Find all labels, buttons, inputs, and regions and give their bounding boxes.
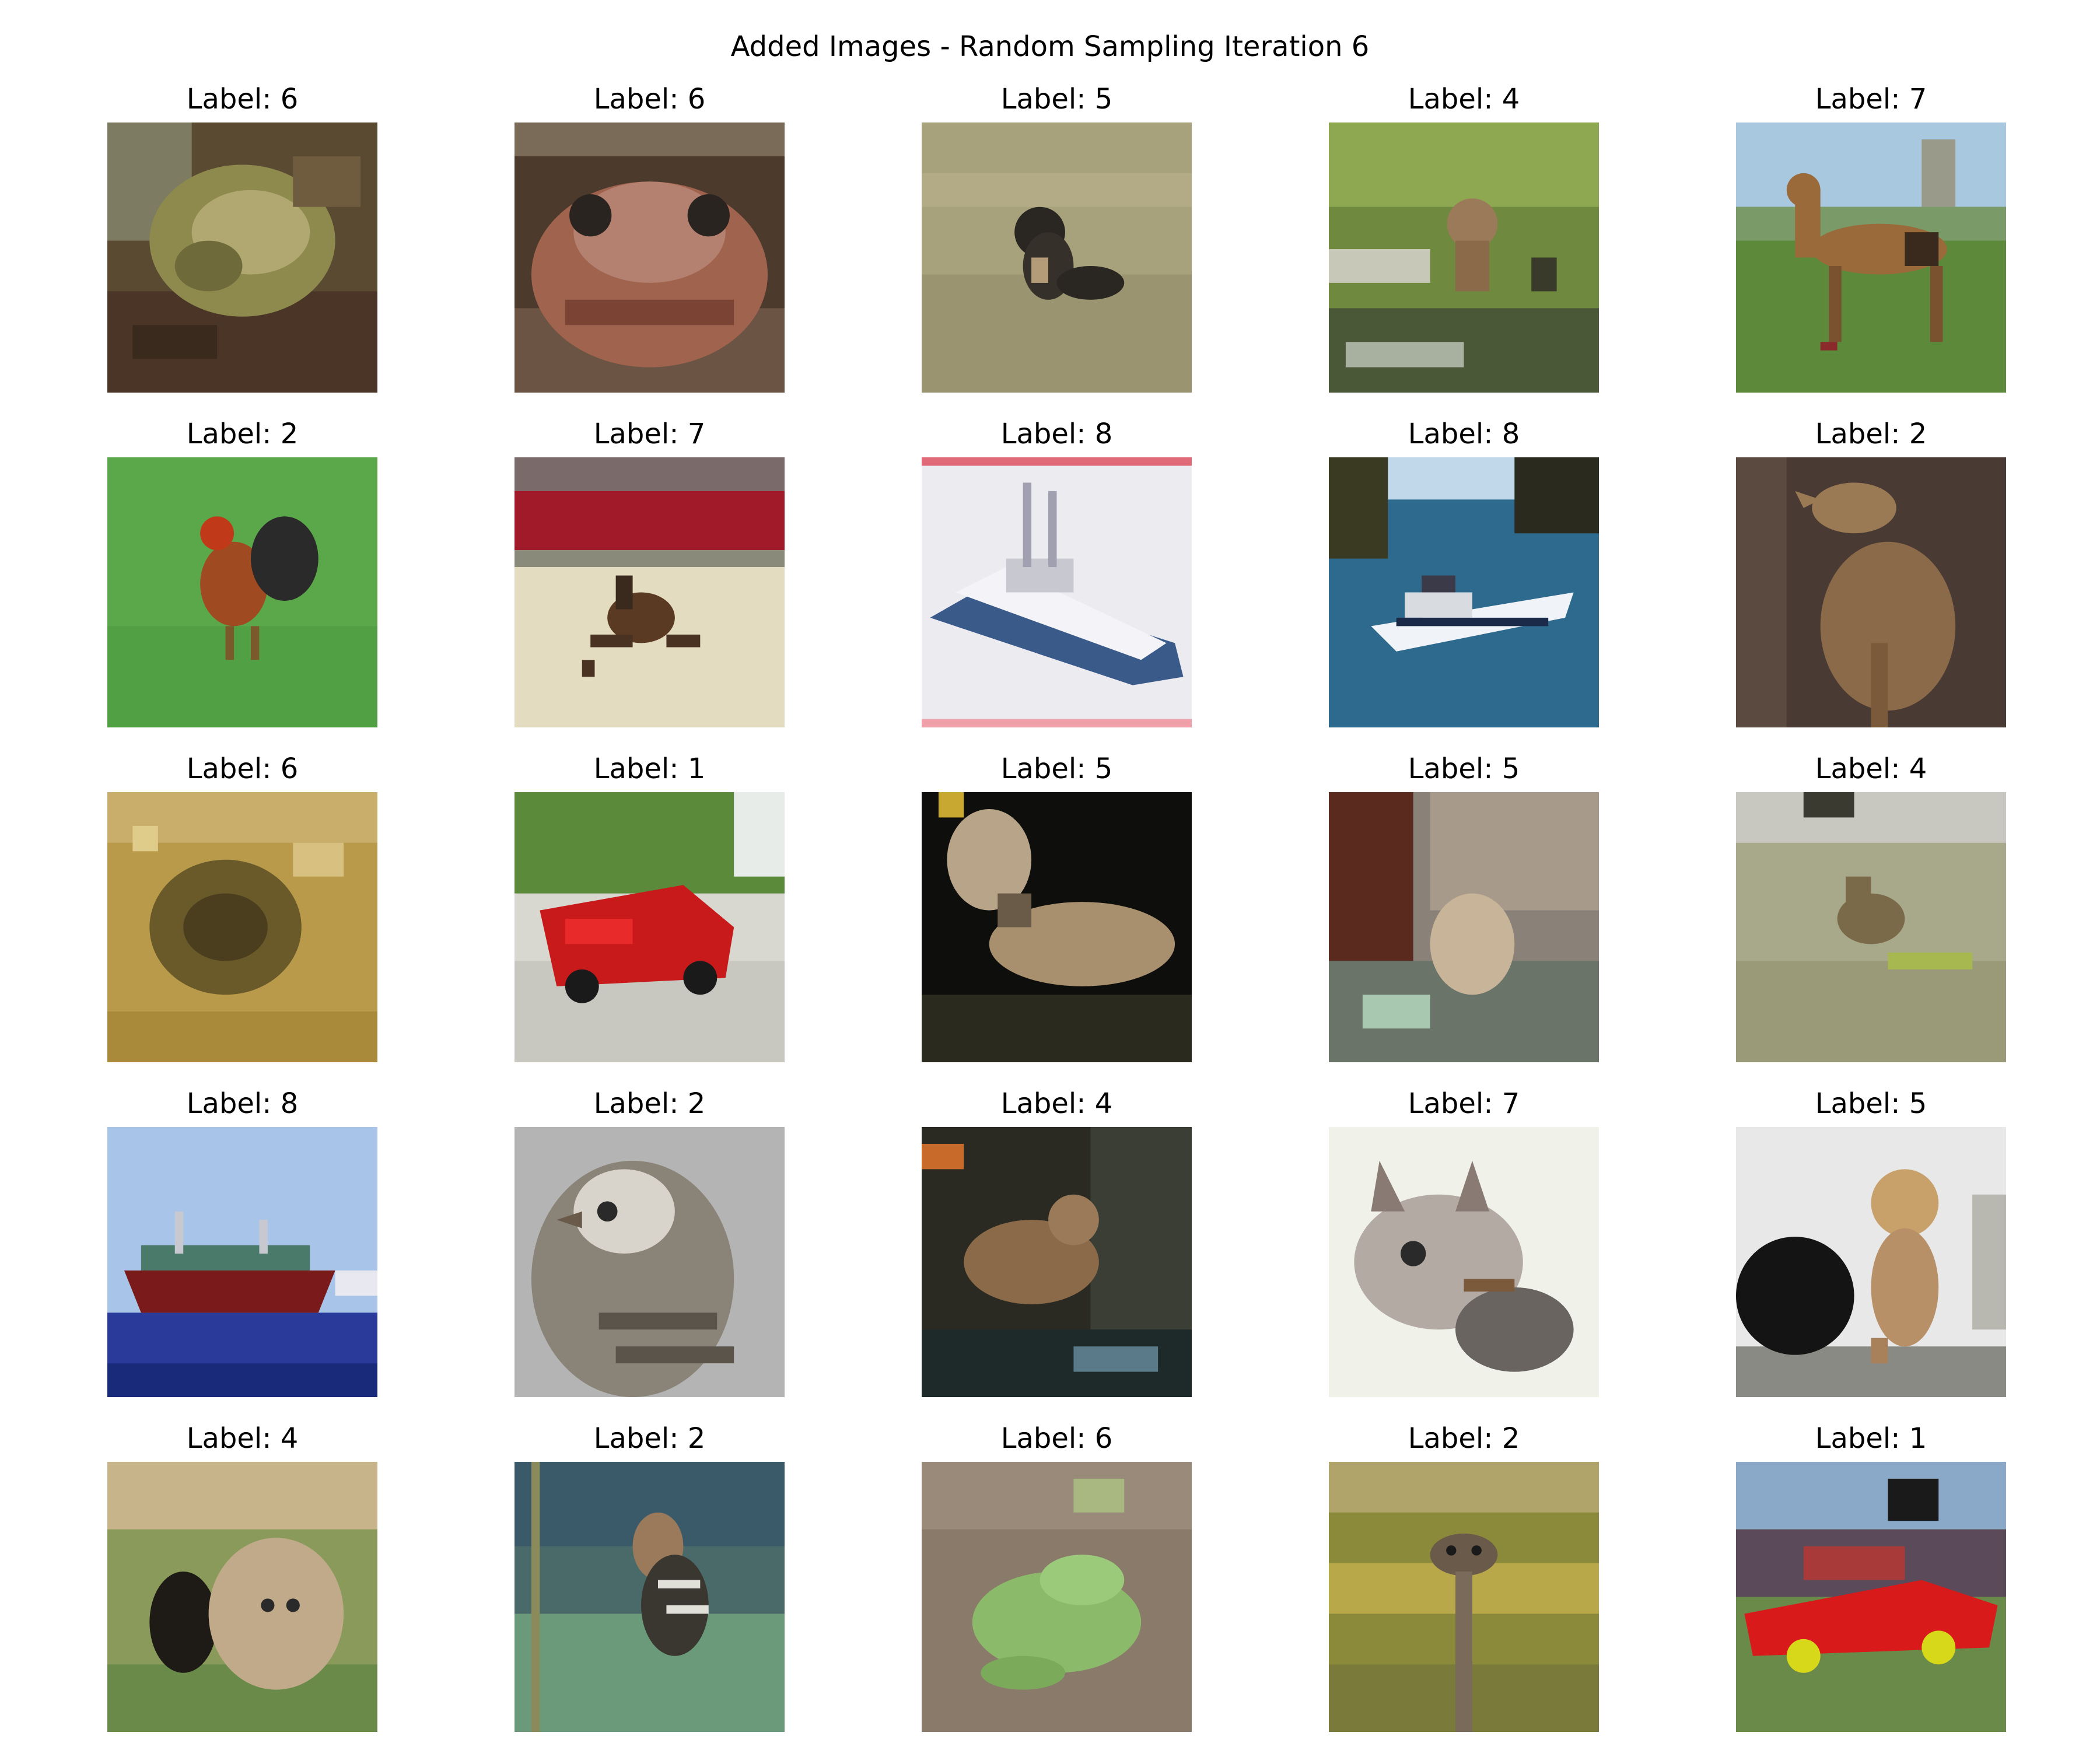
figure-title: Added Images - Random Sampling Iteration… [730,30,1370,63]
cell-label: Label: 4 [1815,752,1927,785]
deer-thumbnail [1329,123,1599,393]
grid-cell: Label: 4 [922,1086,1192,1407]
automobile-thumbnail [514,792,785,1062]
ship-thumbnail [922,457,1192,727]
grid-cell: Label: 4 [107,1421,377,1742]
grid-cell: Label: 7 [1736,82,2006,402]
bird-thumbnail [1329,1462,1599,1732]
grid-cell: Label: 6 [107,751,377,1072]
cell-label: Label: 5 [1408,752,1520,785]
grid-cell: Label: 7 [514,416,785,737]
bird-thumbnail [107,457,377,727]
bird-thumbnail [1736,457,2006,727]
dog-thumbnail [1736,1127,2006,1397]
frog-thumbnail [922,1462,1192,1732]
grid-cell: Label: 1 [514,751,785,1072]
grid-cell: Label: 8 [107,1086,377,1407]
cell-label: Label: 6 [593,83,706,116]
cell-label: Label: 2 [186,418,299,450]
cell-label: Label: 6 [186,752,299,785]
grid-cell: Label: 6 [514,82,785,402]
grid-cell: Label: 2 [107,416,377,737]
deer-thumbnail [1736,792,2006,1062]
deer-thumbnail [107,1462,377,1732]
frog-thumbnail [514,123,785,393]
cell-label: Label: 8 [186,1087,299,1120]
cell-label: Label: 2 [593,1087,706,1120]
ship-thumbnail [107,1127,377,1397]
bird-thumbnail [514,1127,785,1397]
horse-thumbnail [514,457,785,727]
frog-thumbnail [107,123,377,393]
cell-label: Label: 5 [1000,83,1113,116]
grid-cell: Label: 6 [922,1421,1192,1742]
cell-label: Label: 2 [1408,1422,1520,1455]
cell-label: Label: 4 [1408,83,1520,116]
cell-label: Label: 6 [186,83,299,116]
horse-thumbnail [1736,123,2006,393]
grid-cell: Label: 2 [514,1086,785,1407]
bird-thumbnail [514,1462,785,1732]
cell-label: Label: 5 [1000,752,1113,785]
grid-cell: Label: 8 [1329,416,1599,737]
horse-thumbnail [1329,1127,1599,1397]
cell-label: Label: 8 [1000,418,1113,450]
cell-label: Label: 2 [593,1422,706,1455]
dog-thumbnail [922,123,1192,393]
dog-thumbnail [1329,792,1599,1062]
automobile-thumbnail [1736,1462,2006,1732]
grid-cell: Label: 1 [1736,1421,2006,1742]
grid-cell: Label: 2 [1736,416,2006,737]
dog-thumbnail [922,792,1192,1062]
grid-cell: Label: 8 [922,416,1192,737]
grid-cell: Label: 2 [1329,1421,1599,1742]
cell-label: Label: 8 [1408,418,1520,450]
grid-cell: Label: 7 [1329,1086,1599,1407]
cell-label: Label: 6 [1000,1422,1113,1455]
grid-cell: Label: 4 [1736,751,2006,1072]
cell-label: Label: 1 [593,752,706,785]
grid-cell: Label: 5 [922,751,1192,1072]
cell-label: Label: 4 [1000,1087,1113,1120]
grid-cell: Label: 4 [1329,82,1599,402]
grid-cell: Label: 2 [514,1421,785,1742]
grid-cell: Label: 6 [107,82,377,402]
grid-cell: Label: 5 [1736,1086,2006,1407]
frog-thumbnail [107,792,377,1062]
cell-label: Label: 7 [593,418,706,450]
cell-label: Label: 1 [1815,1422,1927,1455]
cell-label: Label: 5 [1815,1087,1927,1120]
cell-label: Label: 4 [186,1422,299,1455]
cell-label: Label: 7 [1408,1087,1520,1120]
deer-thumbnail [922,1127,1192,1397]
ship-thumbnail [1329,457,1599,727]
grid-cell: Label: 5 [922,82,1192,402]
cell-label: Label: 7 [1815,83,1927,116]
cell-label: Label: 2 [1815,418,1927,450]
grid-cell: Label: 5 [1329,751,1599,1072]
